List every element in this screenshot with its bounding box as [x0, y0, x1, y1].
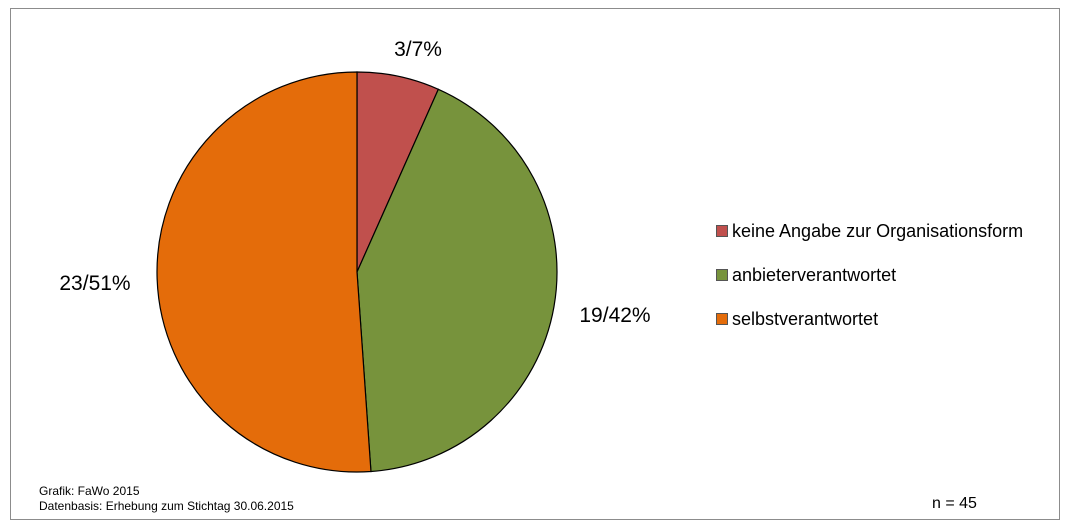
source-line-datenbasis: Datenbasis: Erhebung zum Stichtag 30.06.…	[39, 499, 294, 513]
data-label-anbieterverantwortet: 19/42%	[579, 304, 650, 327]
legend-swatch-keine-angabe	[716, 225, 728, 237]
pie-slice-anbieterverantwortet	[356, 88, 558, 473]
data-label-keine: 3/7%	[394, 38, 442, 61]
source-line-grafik: Grafik: FaWo 2015	[39, 484, 140, 498]
legend-swatch-selbstverantwortet	[716, 313, 728, 325]
legend-label-keine-angabe: keine Angabe zur Organisationsform	[732, 220, 1024, 241]
legend-label-selbstverantwortet: selbstverantwortet	[732, 308, 879, 329]
legend-item-keine-angabe: keine Angabe zur Organisationsform	[716, 219, 1023, 243]
legend-item-anbieterverantwortet: anbieterverantwortet	[716, 263, 1023, 287]
sample-size-label: n = 45	[932, 495, 977, 512]
data-label-selbstverantwortet: 23/51%	[59, 272, 130, 295]
legend-label-anbieterverantwortet: anbieterverantwortet	[732, 264, 897, 285]
legend-swatch-anbieterverantwortet	[716, 269, 728, 281]
source-note: Grafik: FaWo 2015 Datenbasis: Erhebung z…	[39, 484, 294, 514]
legend: keine Angabe zur Organisationsform anbie…	[716, 219, 1023, 351]
pie-slice-selbstverantwortet	[156, 71, 372, 473]
legend-item-selbstverantwortet: selbstverantwortet	[716, 307, 1023, 331]
